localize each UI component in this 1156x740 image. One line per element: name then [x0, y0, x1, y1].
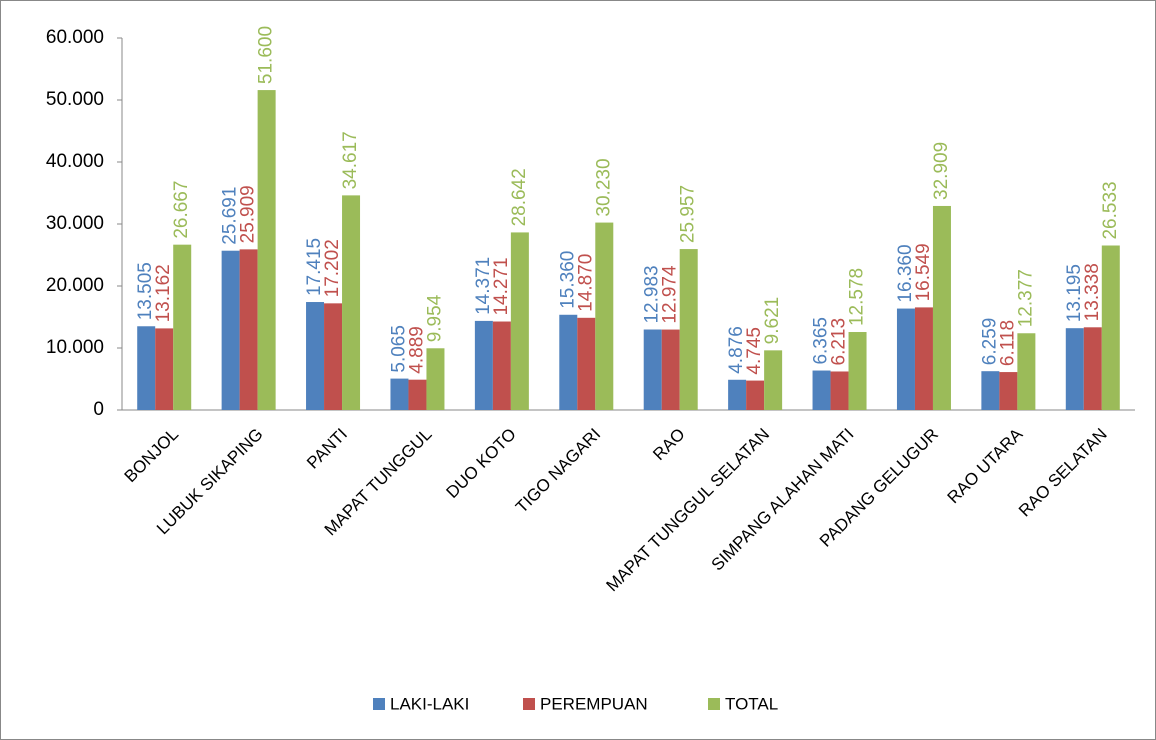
- data-label: 25.691: [220, 187, 241, 245]
- data-label: 17.415: [304, 238, 325, 296]
- legend-swatch: [708, 698, 720, 710]
- data-label: 4.889: [406, 326, 427, 374]
- bar: [306, 302, 325, 410]
- bar: [137, 326, 156, 410]
- bar: [848, 332, 867, 410]
- legend-label: LAKI-LAKI: [390, 694, 469, 713]
- y-tick-label: 40.000: [46, 151, 104, 172]
- data-label: 34.617: [340, 131, 361, 189]
- bar: [221, 250, 240, 410]
- bar: [830, 371, 849, 410]
- data-label: 13.195: [1064, 264, 1085, 322]
- bar: [643, 329, 662, 410]
- bar: [661, 329, 680, 410]
- bar: [595, 222, 614, 410]
- data-label: 51.600: [256, 26, 277, 84]
- bar: [728, 379, 747, 410]
- data-label: 30.230: [593, 158, 614, 216]
- data-label: 14.870: [575, 254, 596, 312]
- bar: [1017, 333, 1036, 410]
- bar: [257, 90, 276, 410]
- data-label: 28.642: [509, 168, 530, 226]
- legend-swatch: [373, 698, 385, 710]
- data-label: 32.909: [931, 142, 952, 200]
- bar: [390, 378, 409, 410]
- data-label: 14.271: [491, 257, 512, 315]
- data-label: 4.745: [744, 327, 765, 375]
- bar: [492, 321, 511, 410]
- bar: [474, 320, 493, 410]
- y-tick-label: 30.000: [46, 213, 104, 234]
- data-label: 4.876: [726, 326, 747, 374]
- data-label: 26.667: [171, 181, 192, 239]
- data-label: 9.954: [424, 294, 445, 342]
- data-label: 13.505: [135, 262, 156, 320]
- y-tick-label: 60.000: [46, 27, 104, 48]
- data-label: 13.338: [1082, 263, 1103, 321]
- bar: [999, 372, 1018, 410]
- data-label: 5.065: [388, 325, 409, 373]
- bar: [577, 317, 596, 410]
- data-label: 13.162: [153, 264, 174, 322]
- data-label: 12.983: [642, 265, 663, 323]
- data-label: 25.957: [678, 185, 699, 243]
- bar: [510, 232, 529, 410]
- data-label: 26.533: [1100, 181, 1121, 239]
- bar: [932, 205, 951, 410]
- y-tick-label: 20.000: [46, 275, 104, 296]
- data-label: 15.360: [557, 251, 578, 309]
- data-label: 6.213: [829, 318, 850, 366]
- y-tick-label: 50.000: [46, 89, 104, 110]
- bar: [764, 350, 783, 410]
- legend-label: PEREMPUAN: [540, 694, 648, 713]
- bar: [914, 307, 933, 410]
- data-label: 17.202: [322, 239, 343, 297]
- bar: [342, 195, 361, 410]
- data-label: 16.549: [913, 243, 934, 301]
- legend-swatch: [523, 698, 535, 710]
- bar: [812, 370, 831, 410]
- data-label: 12.578: [847, 268, 868, 326]
- bar: [155, 328, 174, 410]
- bar: [239, 249, 258, 410]
- legend-label: TOTAL: [725, 694, 778, 713]
- bar: [173, 244, 192, 410]
- bar: [896, 308, 915, 410]
- bar: [746, 380, 765, 410]
- bar: [679, 249, 698, 410]
- data-label: 12.974: [660, 265, 681, 324]
- data-label: 6.259: [979, 318, 1000, 366]
- data-label: 25.909: [238, 185, 259, 243]
- bar: [324, 303, 343, 410]
- bar: [426, 348, 445, 410]
- bar: [1083, 327, 1102, 410]
- data-label: 14.371: [473, 257, 494, 315]
- data-label: 16.360: [895, 244, 916, 302]
- bar: [559, 314, 578, 410]
- bar: [1101, 245, 1120, 410]
- data-label: 12.377: [1015, 269, 1036, 327]
- y-tick-label: 10.000: [46, 337, 104, 358]
- bar: [981, 371, 1000, 410]
- data-label: 9.621: [762, 297, 783, 345]
- bar: [408, 379, 427, 410]
- bar: [1065, 328, 1084, 410]
- y-tick-label: 0: [93, 399, 104, 420]
- data-label: 6.365: [811, 317, 832, 365]
- data-label: 6.118: [997, 320, 1018, 366]
